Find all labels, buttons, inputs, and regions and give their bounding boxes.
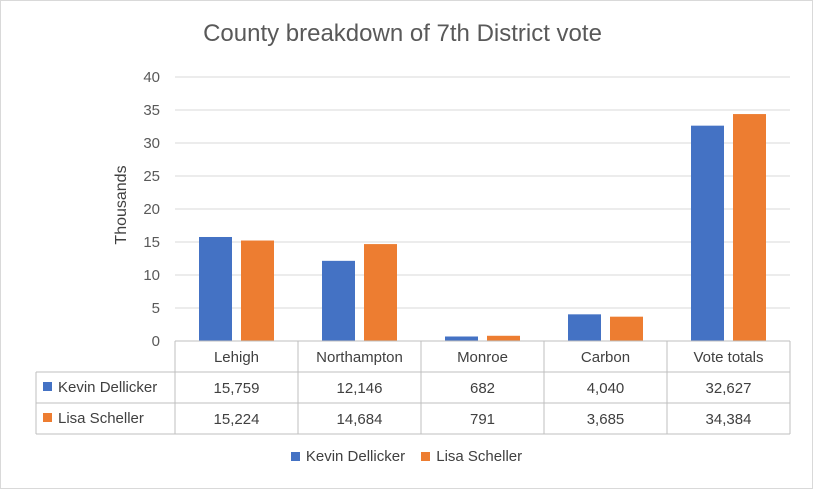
x-tick-label-3: Carbon (581, 349, 630, 366)
legend-swatch-series-0 (290, 452, 300, 461)
data-table: Lehigh Northampton Monroe Carbon Vote totals… (35, 340, 791, 435)
bar-series-0-0 (199, 236, 232, 341)
y-tick-label-8: 40 (143, 69, 160, 86)
data-label-series-1-2: 791 (470, 411, 495, 428)
legend: Kevin Dellicker Lisa Scheller (0, 448, 813, 465)
y-tick-label-2: 10 (143, 267, 160, 284)
table-series-name-0: Kevin Dellicker (58, 379, 157, 396)
data-label-series-0-0: 15,759 (214, 380, 260, 397)
bar-series-0-3 (568, 314, 601, 341)
bar-series-0-2 (445, 336, 478, 341)
chart-title: County breakdown of 7th District vote (203, 20, 602, 47)
y-axis-label: Thousands (113, 165, 130, 244)
y-tick-label-4: 20 (143, 201, 160, 218)
y-ticks: 0 5 10 15 20 25 30 35 40 (143, 69, 160, 350)
data-label-series-0-4: 32,627 (706, 380, 752, 397)
data-label-series-1-0: 15,224 (214, 411, 260, 428)
data-label-series-0-1: 12,146 (337, 380, 383, 397)
table-swatch-series-1 (43, 413, 52, 422)
bar-series-0-4 (691, 125, 724, 341)
y-tick-label-7: 35 (143, 102, 160, 119)
bar-series-1-3 (610, 316, 643, 341)
y-tick-label-3: 15 (143, 234, 160, 251)
data-label-series-0-2: 682 (470, 380, 495, 397)
x-tick-label-4: Vote totals (693, 349, 763, 366)
bar-series-1-1 (364, 244, 397, 341)
data-label-series-1-3: 3,685 (587, 411, 625, 428)
bar-series-1-4 (733, 114, 766, 341)
legend-label-series-1: Lisa Scheller (436, 448, 523, 465)
bar-series-1-2 (487, 335, 520, 341)
y-tick-label-0: 0 (152, 333, 160, 350)
legend-label-series-0: Kevin Dellicker (305, 448, 406, 465)
legend-item-series-1: Lisa Scheller (421, 448, 522, 465)
bar-series-0-1 (322, 260, 355, 341)
x-tick-label-2: Monroe (457, 349, 508, 366)
legend-item-series-0: Kevin Dellicker (290, 448, 406, 465)
table-swatch-series-0 (43, 382, 52, 391)
bars (199, 114, 766, 341)
bar-series-1-0 (241, 240, 274, 341)
gridlines (175, 76, 790, 342)
x-tick-label-0: Lehigh (214, 349, 259, 366)
data-label-series-1-1: 14,684 (337, 411, 383, 428)
legend-swatch-series-1 (421, 452, 431, 461)
y-tick-label-6: 30 (143, 135, 160, 152)
y-tick-label-5: 25 (143, 168, 160, 185)
data-label-series-0-3: 4,040 (587, 380, 625, 397)
x-tick-label-1: Northampton (316, 349, 403, 366)
chart-title-wrap: County breakdown of 7th District vote (0, 20, 813, 48)
data-label-series-1-4: 34,384 (706, 411, 752, 428)
table-series-name-1: Lisa Scheller (58, 410, 144, 427)
y-tick-label-1: 5 (152, 300, 160, 317)
